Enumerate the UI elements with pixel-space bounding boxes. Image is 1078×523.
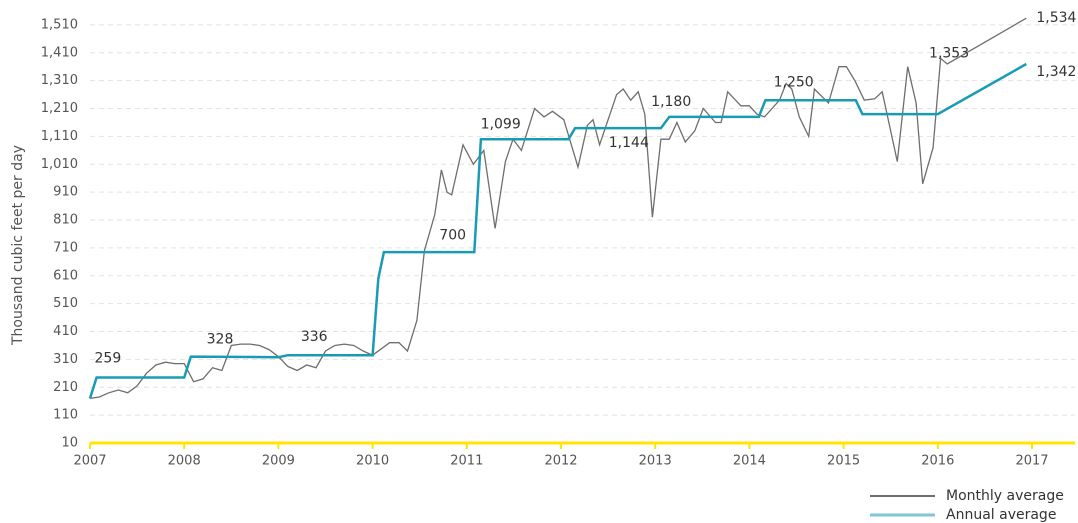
x-tick-label: 2014 xyxy=(733,454,766,469)
x-tick-label: 2016 xyxy=(921,454,954,469)
x-tick-label: 2010 xyxy=(356,454,389,469)
data-label: 1,144 xyxy=(609,135,649,151)
y-tick-label: 210 xyxy=(53,380,78,395)
data-label: 1,534 xyxy=(1036,10,1076,26)
y-tick-label: 1,210 xyxy=(41,101,78,116)
y-tick-label: 710 xyxy=(53,240,78,255)
data-label: 1,180 xyxy=(651,94,691,110)
data-label: 1,099 xyxy=(481,116,521,132)
series-line xyxy=(88,62,1027,399)
y-tick-label: 1,510 xyxy=(41,17,78,32)
series-line xyxy=(89,17,1027,400)
x-tick-label: 2008 xyxy=(168,454,201,469)
y-tick-label: 610 xyxy=(53,268,78,283)
data-label: 259 xyxy=(95,351,122,367)
y-tick-label: 910 xyxy=(53,185,78,200)
y-tick-label: 1,310 xyxy=(41,73,78,88)
x-tick-label: 2013 xyxy=(639,454,672,469)
y-axis-title: Thousand cubic feet per day xyxy=(10,145,26,346)
x-tick-label: 2009 xyxy=(262,454,295,469)
y-tick-label: 10 xyxy=(61,436,78,451)
y-tick-label: 310 xyxy=(53,352,78,367)
y-tick-label: 510 xyxy=(53,296,78,311)
data-label: 1,342 xyxy=(1036,64,1076,80)
x-tick-label: 2012 xyxy=(544,454,577,469)
x-tick-label: 2015 xyxy=(827,454,860,469)
y-tick-label: 110 xyxy=(53,408,78,423)
y-tick-label: 810 xyxy=(53,213,78,228)
legend-label: Monthly average xyxy=(946,488,1064,504)
x-tick-label: 2007 xyxy=(73,454,106,469)
legend-label: Annual average xyxy=(946,507,1056,523)
y-tick-label: 1,110 xyxy=(41,129,78,144)
data-label: 1,353 xyxy=(929,46,969,62)
y-tick-label: 1,010 xyxy=(41,157,78,172)
y-tick-label: 410 xyxy=(53,324,78,339)
data-label: 336 xyxy=(301,329,328,345)
x-tick-label: 2017 xyxy=(1015,454,1048,469)
x-tick-label: 2011 xyxy=(450,454,483,469)
data-label: 328 xyxy=(207,331,234,347)
y-tick-label: 1,410 xyxy=(41,45,78,60)
data-label: 700 xyxy=(439,228,466,244)
data-label: 1,250 xyxy=(774,74,814,90)
